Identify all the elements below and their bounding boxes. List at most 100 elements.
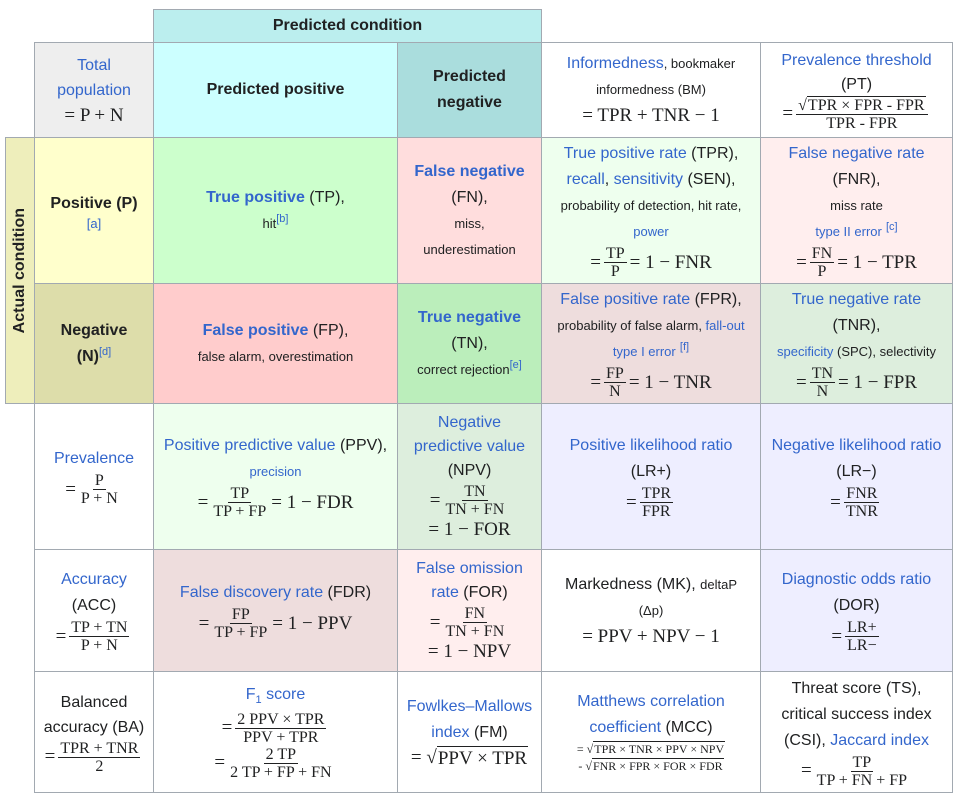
mcc-abbr: (MCC) xyxy=(661,719,713,736)
f1-link[interactable]: F xyxy=(245,685,256,703)
prevalence-link[interactable]: Prevalence xyxy=(53,450,135,467)
mcc-link-1[interactable]: Matthews correlation xyxy=(577,693,725,710)
fm-link-1[interactable]: Fowlkes–Mallows xyxy=(406,697,533,715)
threat-score-cell: Threat score (TS), critical success inde… xyxy=(760,671,953,793)
for-link-2[interactable]: rate xyxy=(431,584,459,601)
prevalence-threshold-link[interactable]: Prevalence threshold xyxy=(781,51,932,69)
false-positive-abbr: (FP), xyxy=(308,321,349,339)
fpr-link[interactable]: False positive rate xyxy=(560,291,691,308)
fnr-abbr: (FNR), xyxy=(832,171,881,188)
accuracy-denominator: P + N xyxy=(80,637,118,654)
ts-line-2: critical success index xyxy=(781,705,932,723)
positive-note[interactable]: [a] xyxy=(86,215,102,231)
ba-numerator: TPR + TNR xyxy=(58,739,141,758)
true-positive-cell: True positive (TP), hit[b] xyxy=(153,137,398,284)
predicted-positive-header: Predicted positive xyxy=(153,42,398,138)
npv-link-2[interactable]: predictive value xyxy=(413,438,526,455)
for-numerator: FN xyxy=(462,605,488,623)
markedness-small: deltaP xyxy=(700,576,737,592)
ts-line-3: (CSI), xyxy=(784,731,831,749)
type-ii-error-link[interactable]: type II error xyxy=(815,224,882,239)
fnr-note[interactable]: [c] xyxy=(886,221,898,233)
f1-numerator-2: 2 TP xyxy=(263,745,299,764)
mcc-link-2[interactable]: coefficient xyxy=(589,719,662,736)
for-link-1[interactable]: False omission xyxy=(416,560,523,577)
predicted-condition-header: Predicted condition xyxy=(153,9,542,43)
lr-negative-link[interactable]: Negative likelihood ratio xyxy=(771,437,942,454)
pt-denominator: TPR - FPR xyxy=(826,114,898,132)
lr-positive-cell: Positive likelihood ratio (LR+) = TPR FPR xyxy=(541,403,761,550)
f1-sub[interactable]: 1 xyxy=(255,693,262,706)
ppv-link[interactable]: Positive predictive value xyxy=(163,437,336,454)
true-negative-note[interactable]: [e] xyxy=(509,358,522,371)
accuracy-eq: = xyxy=(55,625,67,647)
precision-link[interactable]: precision xyxy=(249,464,302,479)
fm-sqrt: PPV × TPR xyxy=(436,745,529,769)
dor-link[interactable]: Diagnostic odds ratio xyxy=(781,571,932,588)
specificity-link[interactable]: specificity xyxy=(777,344,834,359)
mcc-top: TPR × TNR × PPV × NPV xyxy=(593,741,726,756)
total-label-1[interactable]: Total xyxy=(77,56,111,74)
informedness-rest-2: informedness (BM) xyxy=(596,82,706,97)
fpr-note[interactable]: [f] xyxy=(679,341,690,353)
fdr-link[interactable]: False discovery rate xyxy=(179,584,324,601)
lr-positive-link[interactable]: Positive likelihood ratio xyxy=(569,437,733,454)
informedness-link[interactable]: Informedness xyxy=(566,55,664,72)
fnr-link[interactable]: False negative rate xyxy=(788,145,925,162)
ppv-eq: = xyxy=(197,491,209,513)
predicted-negative-label-1: Predicted xyxy=(433,68,506,85)
negative-label-2: (N) xyxy=(76,347,99,365)
power-link[interactable]: power xyxy=(633,224,669,239)
false-positive-link[interactable]: False positive xyxy=(202,321,309,339)
fnr-numerator: FN xyxy=(809,245,835,263)
prevalence-threshold-cell: Prevalence threshold (PT) = √TPR × FPR -… xyxy=(760,42,953,138)
fm-link-2[interactable]: index xyxy=(431,723,470,741)
false-negative-cell: False negative (FN), miss, underestimati… xyxy=(397,137,542,284)
fdr-cell: False discovery rate (FDR) = FP TP + FP = 1… xyxy=(153,549,398,672)
type-i-error-link[interactable]: type I error xyxy=(612,344,676,359)
lr-negative-cell: Negative likelihood ratio (LR−) = FNR TNR xyxy=(760,403,953,550)
accuracy-link[interactable]: Accuracy xyxy=(61,571,127,588)
balanced-accuracy-1: Balanced xyxy=(60,693,128,711)
tnr-line-3: (SPC), selectivity xyxy=(833,344,936,359)
dor-cell: Diagnostic odds ratio (DOR) = LR+ LR− xyxy=(760,549,953,672)
prevalence-eq: = xyxy=(65,478,76,500)
prevalence-cell: Prevalence = P P + N xyxy=(34,403,154,550)
pt-numerator: √TPR × FPR - FPR xyxy=(796,95,928,115)
false-negative-alt-1: miss, xyxy=(454,215,485,231)
lr-positive-abbr: (LR+) xyxy=(630,463,672,480)
total-label-2[interactable]: population xyxy=(57,81,131,99)
npv-link-1[interactable]: Negative xyxy=(437,414,502,431)
true-positive-link[interactable]: True positive xyxy=(206,188,305,206)
fall-out-link[interactable]: fall-out xyxy=(705,318,745,333)
informedness-rest: , bookmaker xyxy=(663,56,736,71)
npv-abbr: (NPV) xyxy=(447,462,492,479)
negative-note[interactable]: [d] xyxy=(98,345,112,358)
ppv-cell: Positive predictive value (PPV), precisi… xyxy=(153,403,398,550)
f1-link-2[interactable]: score xyxy=(261,685,306,703)
jaccard-index-link[interactable]: Jaccard index xyxy=(830,731,929,749)
fnr-line-3: miss rate xyxy=(830,198,883,213)
false-negative-link[interactable]: False negative xyxy=(414,162,525,180)
tpr-link[interactable]: True positive rate xyxy=(563,145,687,162)
accuracy-cell: Accuracy (ACC) = TP + TN P + N xyxy=(34,549,154,672)
tnr-rest: = 1 − FPR xyxy=(838,371,918,393)
fowlkes-mallows-cell: Fowlkes–Mallows index (FM) = √ PPV × TPR xyxy=(397,671,542,793)
actual-condition-label: Actual condition xyxy=(11,207,28,334)
sensitivity-link[interactable]: sensitivity xyxy=(613,171,684,188)
true-negative-alt: correct rejection xyxy=(417,361,510,377)
ba-denominator: 2 xyxy=(95,757,104,775)
npv-denominator: TN + FN xyxy=(445,501,505,518)
tpr-abbr: (TPR), xyxy=(686,145,739,162)
recall-link[interactable]: recall xyxy=(566,171,605,188)
true-positive-note[interactable]: [b] xyxy=(276,212,289,225)
tpr-sep: , xyxy=(604,171,614,188)
f1-denominator-2: 2 TP + FP + FN xyxy=(230,763,332,781)
f1-eq-2: = xyxy=(214,752,226,773)
tnr-link[interactable]: True negative rate xyxy=(791,291,922,308)
f1-score-cell: F1 score = 2 PPV × TPR PPV + TPR = 2 TP 2 TP… xyxy=(153,671,398,793)
tnr-eq: = xyxy=(795,371,807,393)
npv-rest: = 1 − FOR xyxy=(428,519,511,540)
lr-negative-eq: = xyxy=(830,491,841,513)
true-negative-link[interactable]: True negative xyxy=(417,308,522,326)
